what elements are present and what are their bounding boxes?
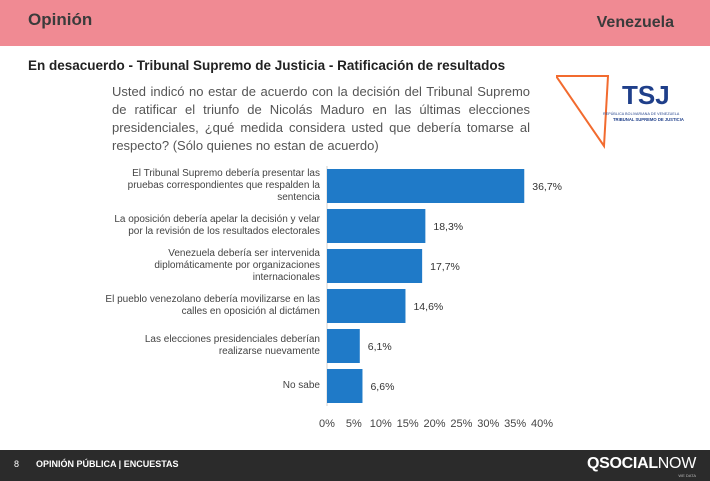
bar <box>327 329 360 363</box>
svg-text:TSJ: TSJ <box>622 80 670 110</box>
category-label: El pueblo venezolano debería movilizarse… <box>105 294 320 317</box>
bar <box>327 249 423 283</box>
category-label: La oposición debería apelar la decisión … <box>114 214 320 237</box>
data-label: 18,3% <box>433 221 463 233</box>
x-tick-label: 5% <box>346 418 362 430</box>
brand-thin: NOW <box>657 455 697 472</box>
x-tick-label: 20% <box>423 418 445 430</box>
logo-line1: REPÚBLICA BOLIVARIANA DE VENEZUELA <box>603 112 680 116</box>
tsj-logo: TSJ <box>556 75 670 149</box>
bar <box>327 289 406 323</box>
x-tick-label: 0% <box>319 418 335 430</box>
x-tick-label: 15% <box>397 418 419 430</box>
x-tick-label: 10% <box>370 418 392 430</box>
footer-bar: 8 OPINIÓN PÚBLICA | ENCUESTAS QSOCIALNOW… <box>0 450 710 481</box>
bar-chart: 36,7% 18,3% 17,7% 14,6% 6,1% 6,6% 0% 5% 10% 15% 20… <box>319 166 562 430</box>
survey-question: Usted indicó no estar de acuerdo con la … <box>112 84 530 153</box>
data-label: 6,1% <box>368 341 392 353</box>
header-country: Venezuela <box>596 14 674 31</box>
data-label: 36,7% <box>532 181 562 193</box>
x-tick-label: 30% <box>477 418 499 430</box>
category-label: El Tribunal Supremo debería presentar la… <box>127 168 320 203</box>
bar <box>327 169 525 203</box>
x-tick-label: 35% <box>504 418 526 430</box>
category-label: Las elecciones presidenciales deberían r… <box>144 334 320 357</box>
brand-bold: QSOCIAL <box>587 455 658 472</box>
section-title: En desacuerdo - Tribunal Supremo de Just… <box>28 58 506 73</box>
category-label: No sabe <box>282 380 320 391</box>
data-label: 14,6% <box>413 301 443 313</box>
data-label: 6,6% <box>370 381 394 393</box>
logo-orange-triangle <box>556 75 610 149</box>
page-number: 8 <box>14 459 20 469</box>
x-tick-label: 25% <box>450 418 472 430</box>
bar <box>327 209 426 243</box>
bar <box>327 369 363 403</box>
logo-line2: TRIBUNAL SUPREMO DE JUSTICIA <box>613 117 684 122</box>
category-label: Venezuela debería ser intervenida diplom… <box>154 248 320 283</box>
footer-text: OPINIÓN PÚBLICA | ENCUESTAS <box>36 459 179 469</box>
logo-emblem <box>624 82 656 108</box>
data-label: 17,7% <box>430 261 460 273</box>
header-bar: Opinión Venezuela <box>0 0 710 46</box>
header-title: Opinión <box>28 10 93 29</box>
x-tick-label: 40% <box>531 418 553 430</box>
brand-tagline: WE DATA <box>678 473 696 478</box>
brand-logo: QSOCIALNOW <box>587 455 696 473</box>
